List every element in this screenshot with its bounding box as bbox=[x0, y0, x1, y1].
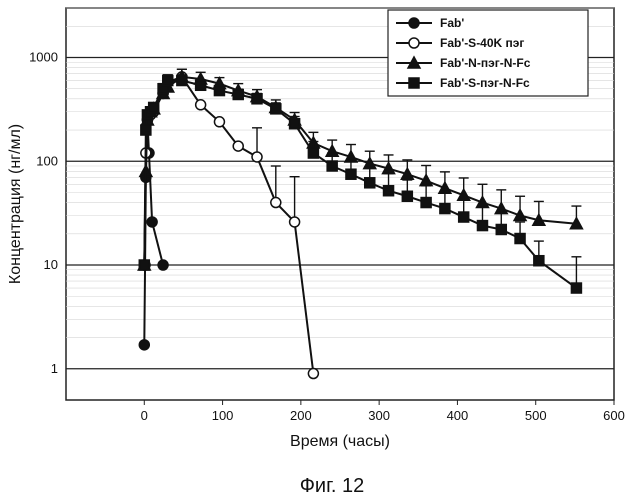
data-point bbox=[290, 217, 300, 227]
legend-marker bbox=[409, 18, 419, 28]
data-point bbox=[139, 340, 149, 350]
data-point bbox=[147, 217, 157, 227]
data-point bbox=[290, 119, 300, 129]
x-tick-label: 600 bbox=[603, 408, 625, 423]
data-point bbox=[515, 234, 525, 244]
data-point bbox=[271, 104, 281, 114]
data-point bbox=[421, 198, 431, 208]
x-tick-label: 300 bbox=[368, 408, 390, 423]
y-tick-label: 1000 bbox=[29, 50, 58, 65]
legend-label-1: Fab'-S-40K пэг bbox=[440, 36, 524, 50]
data-point bbox=[149, 102, 159, 112]
data-point bbox=[308, 369, 318, 379]
figure-caption: Фиг. 12 bbox=[300, 475, 365, 497]
data-point bbox=[196, 80, 206, 90]
legend: Fab' Fab'-S-40K пэг Fab'-N-пэг-N-Fc Fab'… bbox=[388, 10, 588, 96]
legend-label-2: Fab'-N-пэг-N-Fc bbox=[440, 56, 531, 70]
legend-item-1: Fab'-S-40K пэг bbox=[396, 36, 524, 50]
y-tick-label: 1 bbox=[51, 361, 58, 376]
x-tick-label: 200 bbox=[290, 408, 312, 423]
legend-marker-3 bbox=[409, 78, 419, 88]
data-point bbox=[252, 152, 262, 162]
data-point bbox=[440, 204, 450, 214]
y-tick-label: 100 bbox=[36, 153, 58, 168]
x-tick-label: 500 bbox=[525, 408, 547, 423]
data-point bbox=[365, 178, 375, 188]
data-point bbox=[327, 161, 337, 171]
data-point bbox=[271, 198, 281, 208]
data-point bbox=[534, 256, 544, 266]
data-point bbox=[158, 260, 168, 270]
data-point bbox=[177, 76, 187, 86]
data-point bbox=[477, 221, 487, 231]
data-point bbox=[139, 260, 149, 270]
x-tick-label: 400 bbox=[447, 408, 469, 423]
data-point bbox=[308, 148, 318, 158]
data-point bbox=[571, 283, 581, 293]
legend-marker-0 bbox=[409, 18, 419, 28]
data-point bbox=[214, 117, 224, 127]
y-axis-title: Концентрация (нг/мл) bbox=[7, 124, 24, 284]
data-point bbox=[252, 94, 262, 104]
x-axis-title: Время (часы) bbox=[290, 433, 390, 450]
data-point bbox=[496, 224, 506, 234]
data-point bbox=[214, 86, 224, 96]
legend-label-0: Fab' bbox=[440, 16, 464, 30]
y-axis: 1 10 100 1000 bbox=[29, 50, 58, 376]
y-tick-label: 10 bbox=[44, 257, 58, 272]
legend-item-3: Fab'-S-пэг-N-Fc bbox=[396, 76, 530, 90]
legend-marker bbox=[409, 78, 419, 88]
data-point bbox=[346, 169, 356, 179]
data-point bbox=[196, 100, 206, 110]
x-axis: 0 100 200 300 400 500 600 bbox=[141, 400, 625, 423]
legend-marker-1 bbox=[409, 38, 419, 48]
data-point bbox=[459, 212, 469, 222]
x-tick-label: 100 bbox=[212, 408, 234, 423]
data-point bbox=[233, 141, 243, 151]
data-point bbox=[384, 186, 394, 196]
legend-marker bbox=[409, 38, 419, 48]
data-point bbox=[163, 76, 173, 86]
data-point bbox=[402, 191, 412, 201]
x-tick-label: 0 bbox=[141, 408, 148, 423]
legend-label-3: Fab'-S-пэг-N-Fc bbox=[440, 76, 530, 90]
data-point bbox=[233, 89, 243, 99]
data-point bbox=[141, 125, 151, 135]
